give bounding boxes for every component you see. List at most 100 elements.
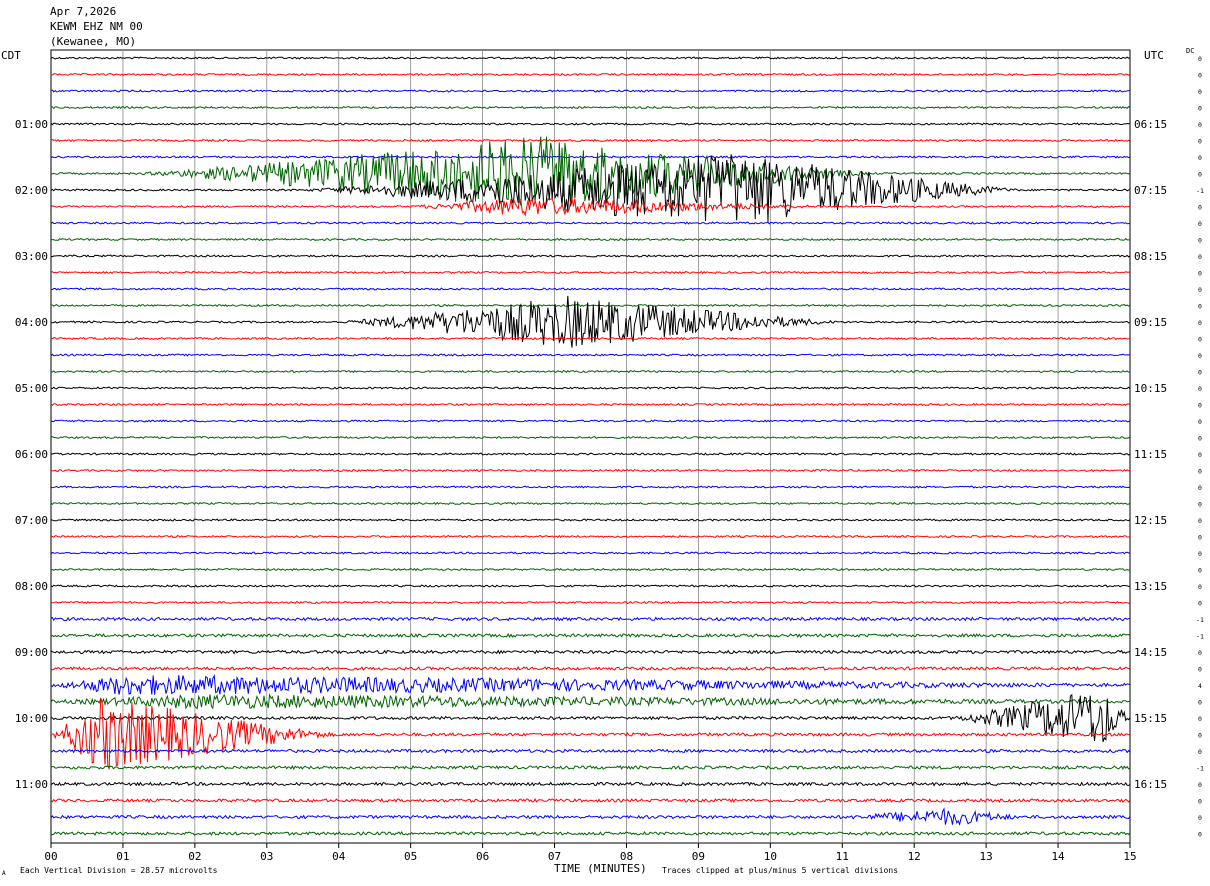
x-tick-label: 11 <box>836 850 849 863</box>
right-hour-label: 11:15 <box>1134 448 1167 461</box>
trace-row <box>50 402 1131 407</box>
left-hour-label: 11:00 <box>15 778 48 791</box>
dc-offset-label: 0 <box>1198 517 1202 525</box>
trace-row <box>50 287 1131 291</box>
x-tick-label: 09 <box>692 850 705 863</box>
dc-offset-label: 0 <box>1198 220 1202 228</box>
left-hour-label: 09:00 <box>15 646 48 659</box>
right-hour-label: 12:15 <box>1134 514 1167 527</box>
trace-row <box>50 295 1131 348</box>
dc-offset-label: 0 <box>1198 550 1202 558</box>
x-tick-label: 14 <box>1051 850 1065 863</box>
x-tick-label: 15 <box>1123 850 1136 863</box>
dc-offset-label: 0 <box>1198 798 1202 806</box>
dc-offset-label: 0 <box>1198 451 1202 459</box>
dc-offset-label: 0 <box>1198 814 1202 822</box>
x-tick-label: 00 <box>44 850 57 863</box>
trace-row <box>50 567 1131 572</box>
dc-offset-label: 0 <box>1198 715 1202 723</box>
dc-offset-label: 0 <box>1198 88 1202 96</box>
trace-row <box>50 270 1131 275</box>
trace-row <box>50 435 1131 440</box>
dc-offset-label: 0 <box>1198 600 1202 608</box>
dc-offset-label: 0 <box>1198 385 1202 393</box>
dc-offset-label: 0 <box>1198 402 1202 410</box>
right-timezone-label: UTC <box>1144 49 1164 62</box>
trace-row <box>50 72 1131 77</box>
dc-offset-label: 0 <box>1198 154 1202 162</box>
dc-offset-label: 0 <box>1198 468 1202 476</box>
dc-offset-label: -1 <box>1196 187 1204 195</box>
trace-row <box>50 665 1131 672</box>
left-hour-label: 05:00 <box>15 382 48 395</box>
trace-row <box>50 369 1131 374</box>
trace-row <box>50 89 1131 93</box>
trace-row <box>50 196 1131 217</box>
dc-offset-label: 0 <box>1198 583 1202 591</box>
trace-row <box>50 136 1131 207</box>
x-tick-label: 12 <box>908 850 921 863</box>
right-hour-label: 09:15 <box>1134 316 1167 329</box>
right-hour-label: 08:15 <box>1134 250 1167 263</box>
left-timezone-label: CDT <box>1 49 21 62</box>
dc-offset-label: 0 <box>1198 253 1202 261</box>
trace-row <box>50 353 1131 357</box>
trace-row <box>50 748 1131 754</box>
x-tick-label: 02 <box>188 850 201 863</box>
trace-row <box>50 155 1131 159</box>
dc-offset-label: 0 <box>1198 171 1202 179</box>
dc-offset-label: 0 <box>1198 336 1202 344</box>
trace-row <box>50 386 1131 390</box>
right-hour-label: 15:15 <box>1134 712 1167 725</box>
dc-label: DC <box>1186 47 1195 55</box>
trace-row <box>50 693 1131 743</box>
dc-offset-label: 0 <box>1198 699 1202 707</box>
trace-row <box>50 518 1131 522</box>
x-tick-label: 05 <box>404 850 417 863</box>
trace-row <box>50 336 1131 341</box>
trace-row <box>50 551 1131 555</box>
trace-row <box>50 692 1131 710</box>
dc-offset-label: 4 <box>1198 682 1202 690</box>
trace-row <box>50 616 1131 622</box>
x-tick-label: 04 <box>332 850 346 863</box>
trace-row <box>50 221 1131 225</box>
trace-row <box>50 138 1131 143</box>
dc-offset-label: 0 <box>1198 303 1202 311</box>
x-tick-label: 06 <box>476 850 489 863</box>
dc-offset-label: 0 <box>1198 435 1202 443</box>
dc-offset-label: 0 <box>1198 748 1202 756</box>
right-hour-label: 10:15 <box>1134 382 1167 395</box>
trace-row <box>50 649 1131 655</box>
dc-offset-label: 0 <box>1198 418 1202 426</box>
trace-row <box>50 419 1131 423</box>
x-tick-label: 13 <box>980 850 993 863</box>
x-tick-label: 10 <box>764 850 777 863</box>
trace-row <box>50 673 1131 695</box>
dc-offset-label: 0 <box>1198 732 1202 740</box>
station-date: Apr 7,2026 <box>50 5 117 18</box>
left-hour-label: 01:00 <box>15 118 48 131</box>
trace-row <box>50 807 1131 826</box>
trace-row <box>50 485 1131 489</box>
dc-offset-label: 0 <box>1198 72 1202 80</box>
trace-row <box>50 254 1131 258</box>
dc-offset-label: 0 <box>1198 286 1202 294</box>
clip-note: Traces clipped at plus/minus 5 vertical … <box>662 866 899 875</box>
dc-offset-label: 0 <box>1198 831 1202 839</box>
x-tick-label: 03 <box>260 850 273 863</box>
scale-note: Each Vertical Division = 28.57 microvolt… <box>20 866 218 875</box>
trace-row <box>50 698 1131 770</box>
dc-offset-label: 0 <box>1198 666 1202 674</box>
dc-offset-label: 0 <box>1198 567 1202 575</box>
x-tick-label: 07 <box>548 850 561 863</box>
dc-offset-label: 0 <box>1198 501 1202 509</box>
right-hour-label: 16:15 <box>1134 778 1167 791</box>
trace-row <box>50 633 1131 638</box>
plot-frame <box>50 49 1131 844</box>
trace-row <box>50 303 1131 308</box>
right-hour-label: 07:15 <box>1134 184 1167 197</box>
left-hour-label: 06:00 <box>15 448 48 461</box>
right-hour-label: 13:15 <box>1134 580 1167 593</box>
